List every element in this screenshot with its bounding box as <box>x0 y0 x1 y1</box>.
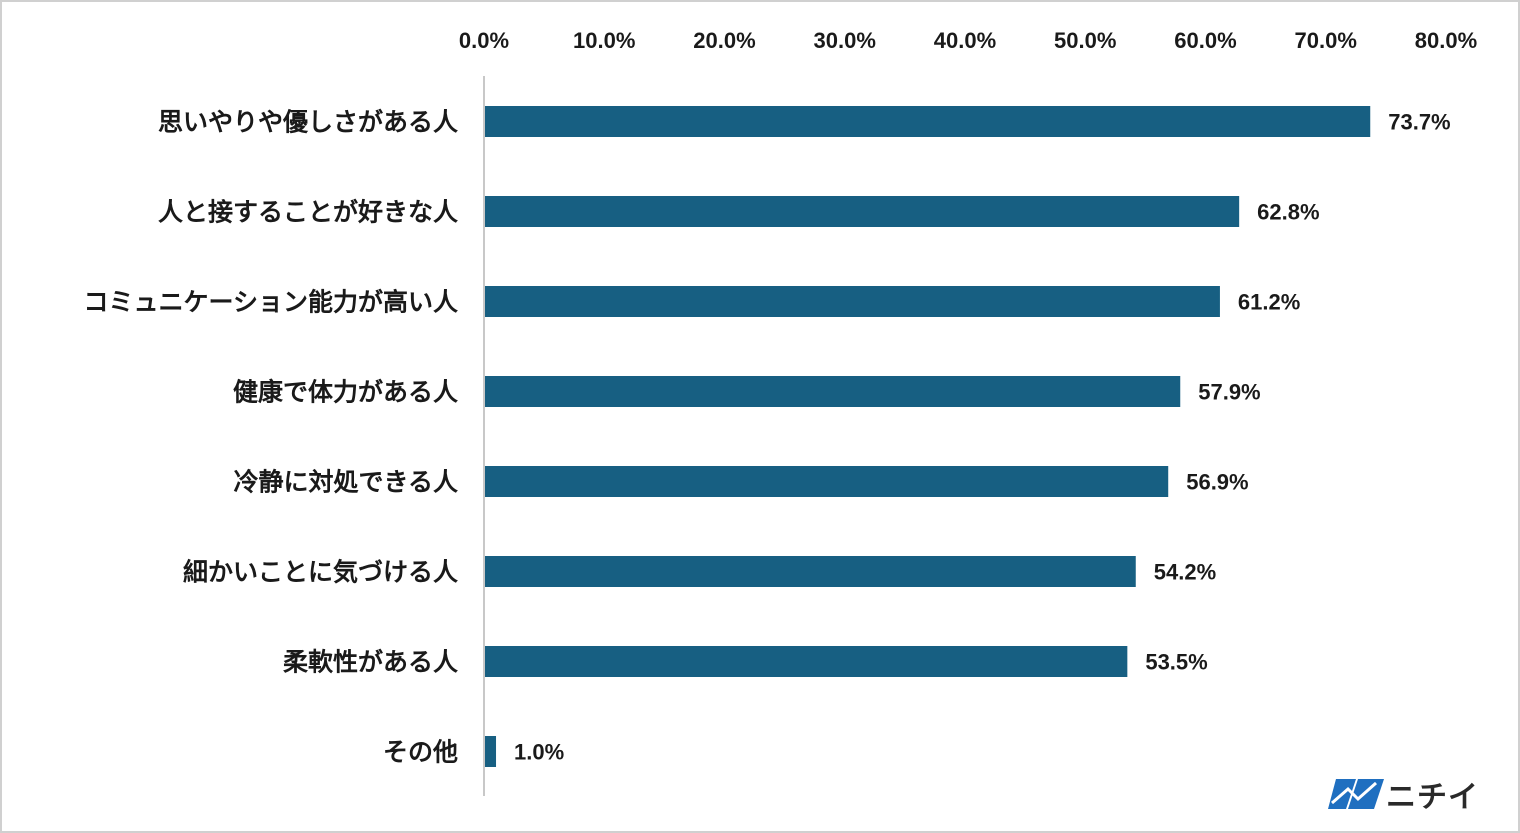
bar <box>485 736 497 767</box>
bar <box>485 286 1220 317</box>
bar <box>485 376 1181 407</box>
value-label: 62.8% <box>1257 200 1319 225</box>
x-tick-label: 50.0% <box>1054 28 1116 53</box>
x-tick-label: 0.0% <box>459 28 509 53</box>
value-label: 61.2% <box>1238 290 1300 315</box>
x-tick-label: 80.0% <box>1415 28 1477 53</box>
category-label: 細かいことに気づける人 <box>183 558 458 587</box>
nichii-logo-icon <box>1328 779 1384 809</box>
bar <box>485 466 1169 497</box>
x-tick-label: 30.0% <box>814 28 876 53</box>
category-label: 冷静に対処できる人 <box>233 468 458 497</box>
category-label: 健康で体力がある人 <box>233 378 458 407</box>
value-label: 56.9% <box>1186 470 1248 495</box>
category-label: 人と接することが好きな人 <box>158 198 458 227</box>
bar <box>485 556 1136 587</box>
x-tick-label: 70.0% <box>1295 28 1357 53</box>
x-tick-label: 40.0% <box>934 28 996 53</box>
bar <box>485 196 1240 227</box>
category-label: その他 <box>383 739 458 767</box>
company-logo: ニチイ <box>1328 772 1479 816</box>
bar <box>485 646 1128 677</box>
value-label: 54.2% <box>1154 560 1216 585</box>
x-axis-ticks: 0.0% 10.0% 20.0% 30.0% 40.0% 50.0% 60.0% 70.0% 8… <box>459 28 1477 53</box>
value-label: 53.5% <box>1145 650 1207 675</box>
bar <box>485 106 1371 137</box>
category-label: 柔軟性がある人 <box>283 648 458 677</box>
value-label: 57.9% <box>1198 380 1260 405</box>
value-label: 73.7% <box>1388 110 1450 135</box>
logo-text: ニチイ <box>1386 780 1479 815</box>
bars: 思いやりや優しさがある人 73.7% 人と接することが好きな人 62.8% コミュニケー… <box>83 106 1451 767</box>
x-tick-label: 20.0% <box>693 28 755 53</box>
x-tick-label: 10.0% <box>573 28 635 53</box>
category-label: コミュニケーション能力が高い人 <box>83 288 458 317</box>
x-tick-label: 60.0% <box>1174 28 1236 53</box>
category-label: 思いやりや優しさがある人 <box>158 108 458 137</box>
value-label: 1.0% <box>514 740 564 765</box>
